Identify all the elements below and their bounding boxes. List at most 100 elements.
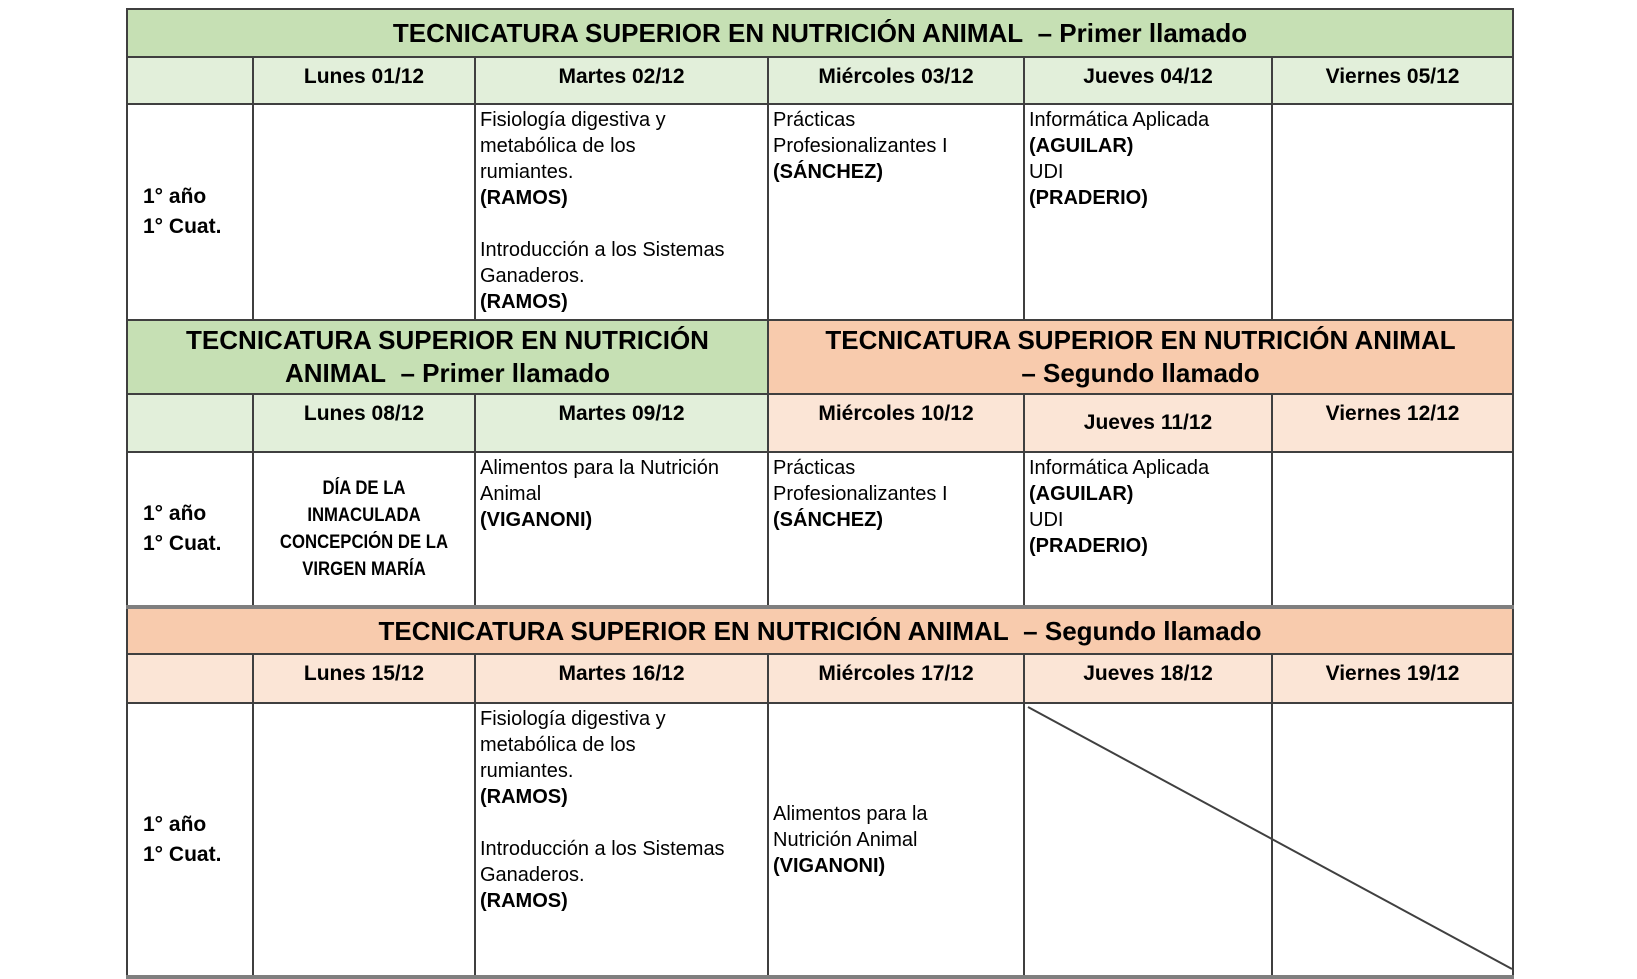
- professor-line: (RAMOS): [480, 786, 568, 808]
- subject-line: Introducción a los Sistemas: [480, 838, 725, 860]
- schedule-cell: [1270, 451, 1515, 608]
- professor-line: (VIGANONI): [773, 854, 886, 877]
- schedule-cell: Alimentos para la Nutrición Animal (VIGANO…: [767, 702, 1025, 979]
- schedule-cell: Alimentos para la Nutrición Animal (VIGANO…: [474, 451, 769, 608]
- professor-line: (PRADERIO): [1029, 187, 1148, 209]
- day-header-row: Lunes 08/12 Martes 09/12 Miércoles 10/12 Ju…: [126, 393, 1515, 453]
- schedule-cell: [1270, 103, 1515, 321]
- subject-line: UDI: [1029, 161, 1064, 183]
- professor-line: (VIGANONI): [480, 509, 593, 531]
- year-label-cell: 1° año 1° Cuat.: [126, 702, 254, 979]
- schedule-cell: Prácticas Profesionalizantes I (SÁNCHEZ): [767, 103, 1025, 321]
- subject-line: Nutrición Animal: [773, 828, 918, 851]
- schedule-cell: Fisiología digestiva y metabólica de los r…: [474, 103, 769, 321]
- corner-cell: [126, 393, 254, 453]
- subject-line: Profesionalizantes I: [773, 483, 948, 505]
- professor-line: (RAMOS): [480, 890, 568, 912]
- subject-line: [480, 810, 763, 836]
- subject-line: Informática Aplicada: [1029, 457, 1210, 479]
- year-label-text: 1° año: [143, 502, 207, 525]
- section-title-text: TECNICATURA SUPERIOR EN NUTRICIÓN ANIMAL…: [392, 17, 1248, 48]
- day-header: Viernes 19/12: [1270, 653, 1515, 704]
- subject-line: Fisiología digestiva y: [480, 109, 666, 131]
- schedule-cell: [252, 103, 476, 321]
- schedule-cell: [1023, 702, 1513, 979]
- day-header: Jueves 04/12: [1023, 56, 1273, 105]
- section-title-cell: TECNICATURA SUPERIOR EN NUTRICIÓN ANIMAL…: [125, 605, 1515, 655]
- schedule-cell: [1270, 702, 1515, 979]
- year-label-text: 1° Cuat.: [143, 215, 222, 238]
- subject-line: UDI: [1029, 509, 1064, 531]
- section-band-row: TECNICATURA SUPERIOR EN NUTRICIÓN ANIMAL …: [126, 319, 1515, 395]
- professor-line: (AGUILAR): [1029, 135, 1134, 157]
- schedule-cell: Prácticas Profesionalizantes I (SÁNCHEZ): [767, 451, 1025, 608]
- schedule-row: 1° año 1° Cuat. Fisiología digestiva y meta…: [126, 702, 1515, 979]
- section-title-text: – Segundo llamado: [1021, 358, 1260, 388]
- professor-line: CONCEPCIÓN DE LA: [279, 532, 449, 553]
- subject-line: Prácticas: [773, 109, 856, 131]
- corner-cell: [126, 56, 254, 105]
- subject-line: Ganaderos.: [480, 265, 585, 287]
- day-header: Jueves 11/12: [1023, 393, 1273, 453]
- section-title-cell: TECNICATURA SUPERIOR EN NUTRICIÓN ANIMAL…: [766, 319, 1515, 395]
- year-label-text: 1° año: [143, 185, 207, 208]
- subject-line: rumiantes.: [480, 161, 574, 183]
- professor-line: VIRGEN MARÍA: [302, 559, 426, 580]
- section-title-text: ANIMAL – Primer llamado: [284, 358, 611, 388]
- professor-line: INMACULADA: [307, 505, 421, 526]
- day-header: Martes 09/12: [474, 393, 769, 453]
- subject-line: Alimentos para la Nutrición: [480, 457, 719, 479]
- year-label-cell: 1° año 1° Cuat.: [126, 451, 254, 608]
- year-label-text: 1° Cuat.: [143, 532, 222, 555]
- holiday-cell: DÍA DE LA INMACULADA CONCEPCIÓN DE LA VIRGE…: [252, 451, 476, 608]
- section-title-cell: TECNICATURA SUPERIOR EN NUTRICIÓN ANIMAL…: [125, 8, 1515, 58]
- schedule-cell: Informática Aplicada (AGUILAR) UDI (PRADERI…: [1023, 451, 1273, 608]
- year-label-cell: 1° año 1° Cuat.: [126, 103, 254, 321]
- professor-line: (SÁNCHEZ): [773, 509, 883, 531]
- professor-line: (SÁNCHEZ): [773, 161, 883, 183]
- day-header: Miércoles 03/12: [767, 56, 1025, 105]
- day-header: Miércoles 17/12: [767, 653, 1025, 704]
- professor-line: (AGUILAR): [1029, 483, 1134, 505]
- year-label-text: 1° año: [143, 812, 207, 836]
- subject-line: rumiantes.: [480, 760, 574, 782]
- schedule-cell: Informática Aplicada (AGUILAR) UDI (PRADERI…: [1023, 103, 1273, 321]
- subject-line: [480, 211, 763, 237]
- section-band-row: TECNICATURA SUPERIOR EN NUTRICIÓN ANIMAL…: [125, 605, 1515, 655]
- day-header: Lunes 15/12: [252, 653, 476, 704]
- year-label-text: 1° Cuat.: [143, 842, 222, 866]
- day-header: Jueves 18/12: [1023, 653, 1273, 704]
- subject-line: Profesionalizantes I: [773, 135, 948, 157]
- subject-line: Informática Aplicada: [1029, 109, 1210, 131]
- section-title-cell: TECNICATURA SUPERIOR EN NUTRICIÓN ANIMAL …: [126, 319, 769, 395]
- schedule-page: TECNICATURA SUPERIOR EN NUTRICIÓN ANIMAL…: [125, 8, 1515, 979]
- exam-schedule-table: TECNICATURA SUPERIOR EN NUTRICIÓN ANIMAL…: [125, 8, 1515, 979]
- day-header: Viernes 12/12: [1270, 393, 1515, 453]
- subject-line: Ganaderos.: [480, 864, 585, 886]
- schedule-row: 1° año 1° Cuat. DÍA DE LA INMACULADA CONCEPC…: [126, 451, 1515, 608]
- subject-line: metabólica de los: [480, 734, 636, 756]
- subject-line: Prácticas: [773, 457, 856, 479]
- professor-line: DÍA DE LA: [322, 478, 406, 499]
- schedule-cell: [252, 702, 476, 979]
- subject-line: Alimentos para la: [773, 802, 928, 825]
- schedule-row: 1° año 1° Cuat. Fisiología digestiva y meta…: [126, 103, 1515, 321]
- section-title-text: TECNICATURA SUPERIOR EN NUTRICIÓN ANIMAL: [825, 325, 1456, 355]
- section-title-text: TECNICATURA SUPERIOR EN NUTRICIÓN ANIMAL…: [378, 615, 1262, 646]
- professor-line: (RAMOS): [480, 187, 568, 209]
- corner-cell: [126, 653, 254, 704]
- day-header-row: Lunes 15/12 Martes 16/12 Miércoles 17/12 Ju…: [126, 653, 1515, 704]
- day-header: Lunes 08/12: [252, 393, 476, 453]
- section-title-text: TECNICATURA SUPERIOR EN NUTRICIÓN: [186, 325, 709, 355]
- day-header: Miércoles 10/12: [767, 393, 1025, 453]
- professor-line: (PRADERIO): [1029, 535, 1148, 557]
- day-header: Lunes 01/12: [252, 56, 476, 105]
- professor-line: (RAMOS): [480, 291, 568, 313]
- day-header-row: Lunes 01/12 Martes 02/12 Miércoles 03/12 Ju…: [126, 56, 1515, 105]
- subject-line: metabólica de los: [480, 135, 636, 157]
- subject-line: Introducción a los Sistemas: [480, 239, 725, 261]
- day-header: Viernes 05/12: [1270, 56, 1515, 105]
- day-header: Martes 16/12: [474, 653, 769, 704]
- schedule-cell: Fisiología digestiva y metabólica de los r…: [474, 702, 769, 979]
- subject-line: Fisiología digestiva y: [480, 708, 666, 730]
